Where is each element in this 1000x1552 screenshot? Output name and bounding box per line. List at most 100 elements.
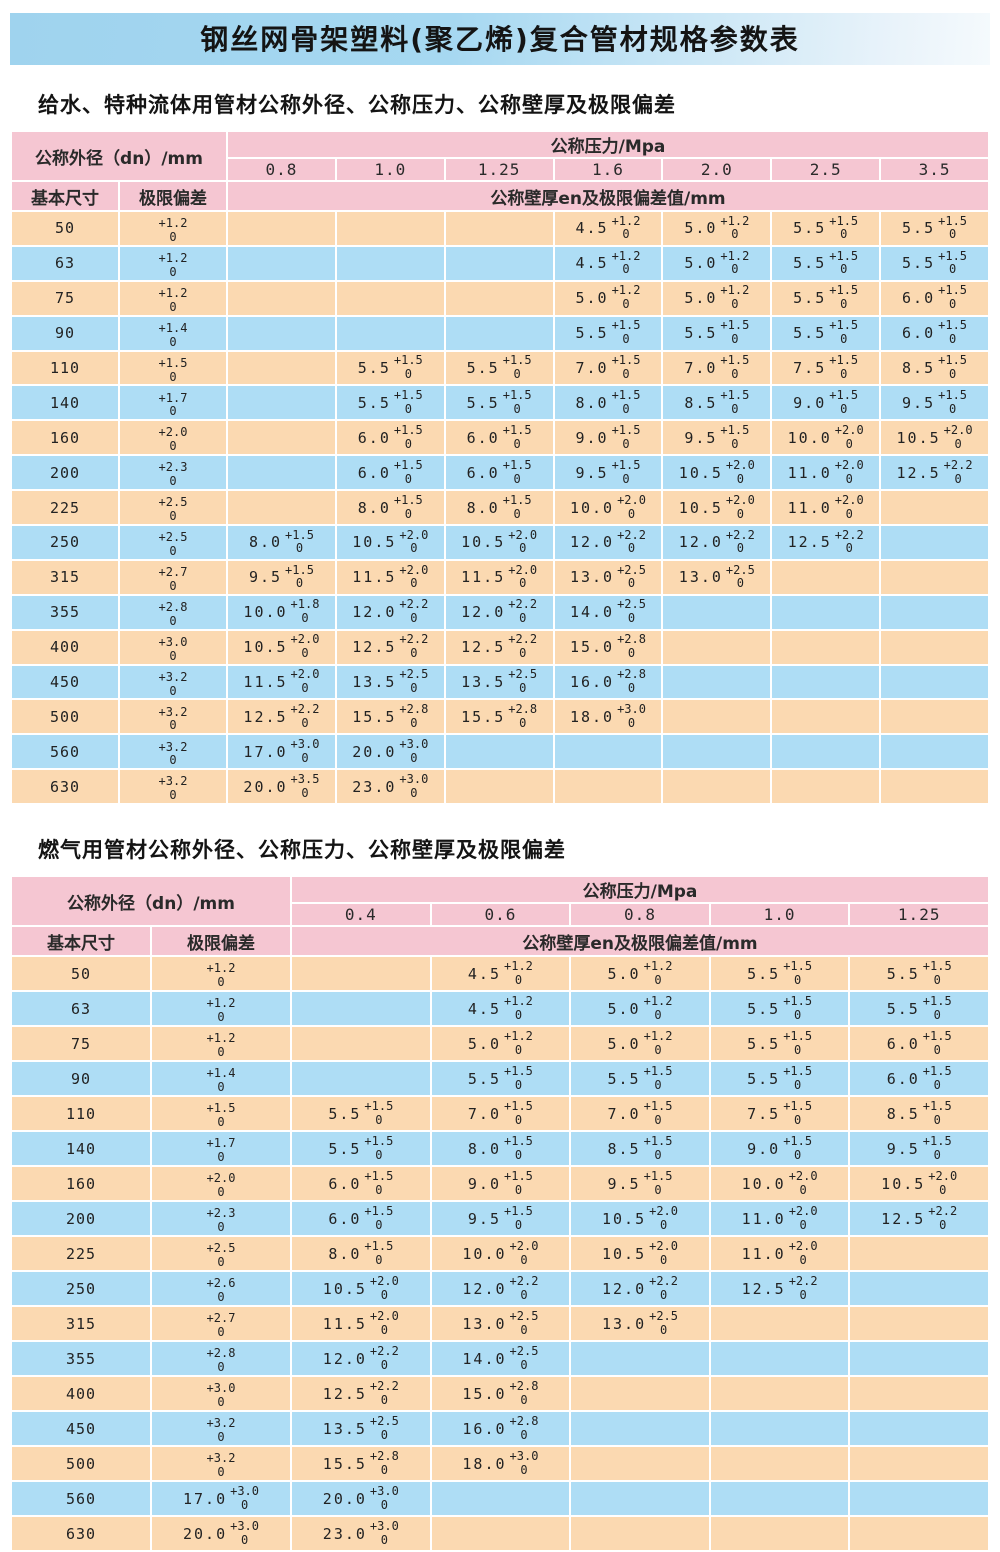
thickness-value: 5.5 xyxy=(357,359,391,377)
thickness-value: 5.5 xyxy=(357,393,391,412)
tolerance-stack: +1.5 0 xyxy=(504,1098,533,1127)
thickness-value: 18.0 xyxy=(462,1454,507,1473)
tolerance-stack: +3.0 0 xyxy=(230,1483,260,1512)
dn-cell: 75 xyxy=(10,279,120,317)
thickness-cell: 5.5 +1.5 0 xyxy=(443,384,555,422)
thickness-value: 10.0 xyxy=(741,1174,786,1193)
thickness-cell: 5.5 +1.5 0 xyxy=(879,244,990,282)
thickness-cell xyxy=(226,314,337,352)
dn-cell: 400 xyxy=(10,1375,152,1413)
thickness-cell: 5.0 +1.2 0 xyxy=(661,244,773,282)
table-row: 110 +1.5 0 5.5 +1.5 0 7.0 +1.5 0 7.0 +1.5 0 7.5 +1.5 0… xyxy=(10,1095,990,1133)
thickness-value: 6.0 xyxy=(886,1034,920,1053)
thickness-cell xyxy=(552,768,664,806)
header-pressure: 公称压力/Mpa xyxy=(226,130,990,159)
thickness-value: 16.0 xyxy=(462,1419,507,1438)
dn-cell: 450 xyxy=(10,663,120,701)
tolerance-stack: +2.0 0 xyxy=(788,1203,818,1232)
thickness-cell xyxy=(226,349,337,387)
tolerance-stack: +1.2 0 xyxy=(206,961,236,990)
thickness-cell xyxy=(226,384,337,422)
tolerance-stack: +2.5 0 xyxy=(369,1413,399,1442)
table-row: 400 +3.0 0 10.5 +2.0 0 12.5 +2.2 0 12.5 +2.2 0 15.0 +… xyxy=(10,628,990,666)
header-limit-deviation: 极限偏差 xyxy=(149,925,293,958)
thickness-value: 13.5 xyxy=(352,673,397,692)
tolerance-stack: +2.0 0 xyxy=(399,527,429,556)
tolerance-stack: +1.5 0 xyxy=(611,388,641,416)
table-row: 50 +1.2 0 4.5 +1.2 0 5.0 +1.2 0 5.5 +1.5 0 5.5 +1.5 0 xyxy=(10,955,990,993)
thickness-cell xyxy=(226,419,337,457)
thickness-value: 9.0 xyxy=(793,393,827,412)
thickness-cell: 4.5 +1.2 0 xyxy=(552,244,664,282)
tolerance-stack: +1.5 0 xyxy=(611,353,641,381)
thickness-cell xyxy=(443,314,555,352)
tolerance-stack: +1.5 0 xyxy=(611,422,641,451)
dn-cell: 355 xyxy=(10,593,120,631)
dn-cell: 200 xyxy=(10,454,120,492)
dn-cell: 315 xyxy=(10,1305,152,1343)
thickness-value: 9.5 xyxy=(467,1209,501,1228)
thickness-cell xyxy=(443,733,555,771)
water-table-subtitle: 给水、特种流体用管材公称外径、公称压力、公称壁厚及极限偏差 xyxy=(38,93,676,117)
dn-cell: 90 xyxy=(10,1060,152,1098)
table-row: 500 +3.2 0 12.5 +2.2 0 15.5 +2.8 0 15.5 +2.8 0 18.0 +… xyxy=(10,698,990,736)
deviation-cell: +3.0 0 xyxy=(117,628,229,666)
tolerance-stack: +1.5 0 xyxy=(643,1098,673,1127)
gas-table-subtitle: 燃气用管材公称外径、公称压力、公称壁厚及极限偏差 xyxy=(38,838,566,863)
tolerance-stack: +1.2 0 xyxy=(611,213,641,242)
pressure-column-header: 2.0 xyxy=(661,157,773,182)
thickness-cell xyxy=(569,1445,711,1483)
tolerance-stack: +2.0 0 xyxy=(508,562,538,591)
table-row: 630 +3.2 0 20.0 +3.5 0 23.0 +3.0 0 xyxy=(10,768,990,806)
tolerance-stack: +3.0 0 xyxy=(509,1448,539,1477)
thickness-value: 6.0 xyxy=(328,1209,362,1228)
thickness-cell: 9.0 +1.5 0 xyxy=(552,419,664,457)
tolerance-stack: +1.5 0 xyxy=(720,388,750,416)
thickness-value: 5.5 xyxy=(466,359,500,377)
thickness-cell xyxy=(226,454,337,492)
thickness-value: 12.5 xyxy=(322,1384,367,1403)
table-row: 63 +1.2 0 4.5 +1.2 0 5.0 +1.2 0 5.5 +1.5 0 5.5 +1.5 0 xyxy=(10,244,990,282)
thickness-cell: 6.0 +1.5 0 xyxy=(334,454,446,492)
tolerance-stack: +1.5 0 xyxy=(720,353,750,381)
thickness-cell: 12.5 +2.2 0 xyxy=(334,628,446,666)
thickness-cell: 12.5 +2.2 0 xyxy=(770,524,882,561)
table-row: 560 17.0 +3.0 0 20.0 +3.0 0 xyxy=(10,1480,990,1518)
thickness-cell xyxy=(290,1025,432,1063)
thickness-value: 4.5 xyxy=(575,254,609,273)
thickness-value: 17.0 xyxy=(243,742,288,761)
tolerance-stack: +1.2 0 xyxy=(504,1028,533,1057)
pressure-column-header: 0.8 xyxy=(569,902,711,928)
thickness-cell: 6.0 +1.5 0 xyxy=(848,1060,990,1098)
deviation-cell: +1.2 0 xyxy=(117,279,229,317)
thickness-cell: 12.0 +2.2 0 xyxy=(334,593,446,631)
thickness-cell: 16.0 +2.8 0 xyxy=(429,1410,572,1448)
thickness-value: 5.5 xyxy=(793,254,827,273)
thickness-value: 5.5 xyxy=(747,1069,781,1088)
thickness-value: 5.5 xyxy=(747,1034,781,1053)
thickness-cell xyxy=(661,593,773,631)
thickness-value: 18.0 xyxy=(569,707,615,726)
thickness-value: 6.0 xyxy=(886,1069,920,1088)
deviation-cell: +1.2 0 xyxy=(117,210,229,247)
pressure-column-header: 1.0 xyxy=(708,902,851,928)
thickness-value: 8.0 xyxy=(466,498,500,517)
thickness-value: 10.5 xyxy=(896,428,941,447)
thickness-value: 10.5 xyxy=(352,533,397,552)
gas-pipe-table: 公称外径（dn）/mm 公称压力/Mpa 0.4 0.6 0.8 1.0 1.2… xyxy=(9,875,990,1552)
tolerance-stack: +1.5 0 xyxy=(611,318,641,347)
pressure-column-header: 2.5 xyxy=(770,157,882,182)
thickness-cell: 9.5 +1.5 0 xyxy=(552,454,664,492)
thickness-cell: 11.0 +2.0 0 xyxy=(708,1235,851,1273)
table-row: 63 +1.2 0 4.5 +1.2 0 5.0 +1.2 0 5.5 +1.5 0 5.5 +1.5 0 xyxy=(10,990,990,1028)
thickness-value: 9.5 xyxy=(248,568,283,587)
thickness-value: 12.5 xyxy=(741,1279,786,1298)
thickness-value: 13.0 xyxy=(678,568,723,587)
thickness-value: 12.5 xyxy=(881,1209,926,1228)
tolerance-stack: +3.2 0 xyxy=(158,704,188,733)
deviation-cell: +1.4 0 xyxy=(149,1060,293,1098)
thickness-value: 7.0 xyxy=(684,359,718,377)
tolerance-stack: +1.5 0 xyxy=(206,1101,236,1130)
tolerance-stack: +3.0 0 xyxy=(369,1518,399,1547)
table-row: 400 +3.0 0 12.5 +2.2 0 15.0 +2.8 0 xyxy=(10,1375,990,1413)
